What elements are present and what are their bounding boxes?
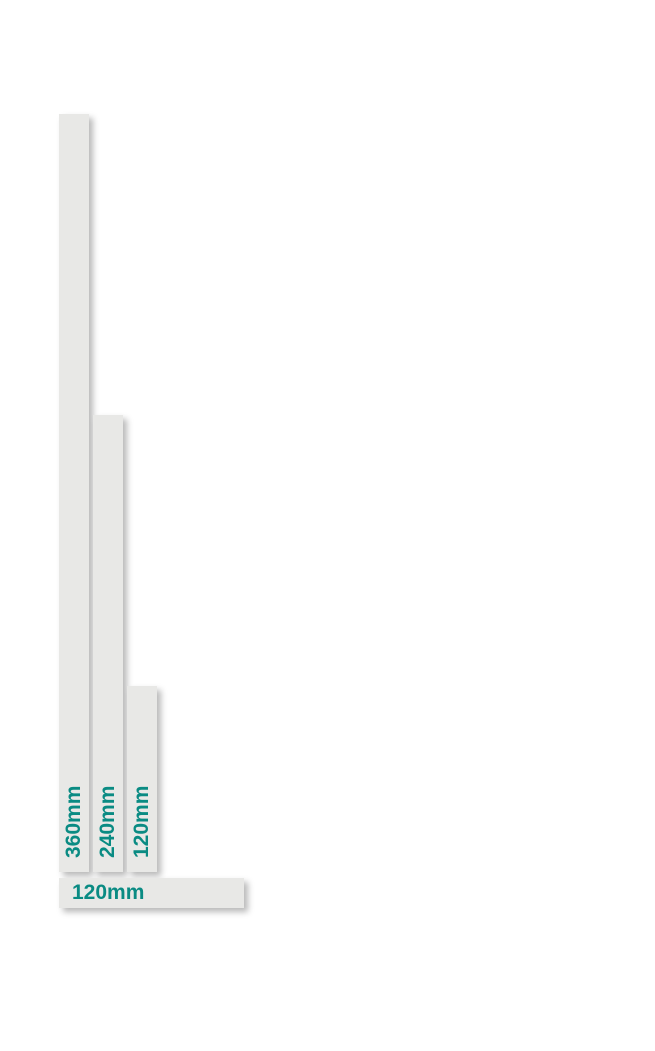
strip-120mm-horizontal: 120mm bbox=[59, 878, 244, 908]
strip-label: 120mm bbox=[130, 785, 153, 858]
strip-label: 240mm bbox=[96, 785, 119, 858]
strip-120mm-vertical: 120mm bbox=[127, 686, 157, 872]
strip-360mm: 360mm bbox=[59, 114, 89, 872]
strip-240mm: 240mm bbox=[93, 415, 123, 872]
strip-label: 360mm bbox=[62, 785, 85, 858]
strip-label: 120mm bbox=[72, 881, 145, 904]
